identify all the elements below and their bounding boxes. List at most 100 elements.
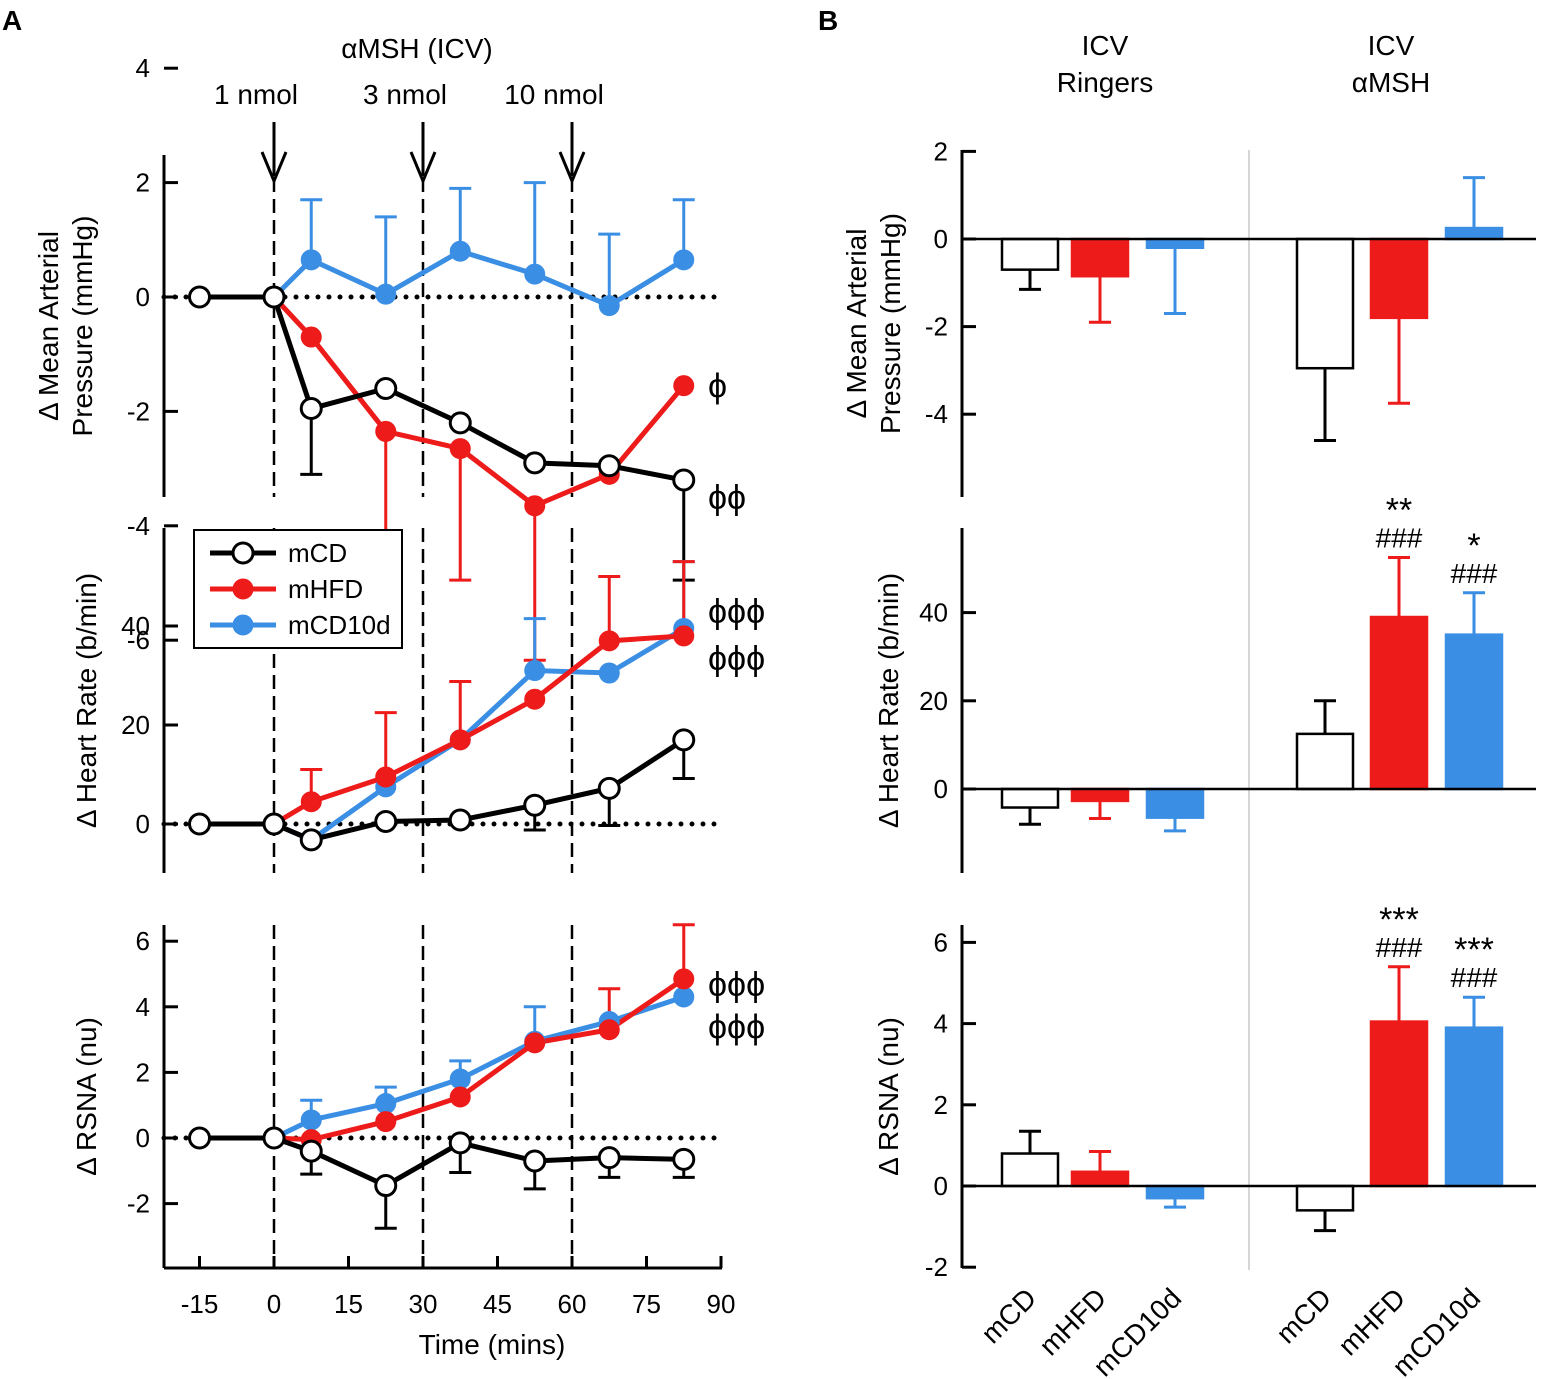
y-tick-label: 2 (934, 136, 948, 166)
y-tick-label: -4 (925, 399, 948, 429)
bar-mHFD (1369, 1020, 1429, 1188)
dose-label: 1 nmol (214, 79, 298, 110)
y-tick-label: -4 (127, 511, 150, 541)
y-axis-label-line: Δ Heart Rate (b/min) (71, 573, 102, 828)
x-tick-label: 15 (334, 1289, 363, 1319)
significance-marker: ϕϕϕ (708, 1008, 765, 1046)
data-point-mHFD (449, 438, 471, 460)
data-point-mCD (262, 812, 286, 836)
legend: mCD mHFD mCD10d (193, 529, 403, 649)
legend-marker (231, 541, 255, 565)
data-point-mCD (188, 1126, 211, 1150)
data-point-mCD (374, 377, 398, 401)
data-point-mCD10d (598, 295, 620, 317)
y-tick-label: 2 (934, 1090, 948, 1120)
y-axis-label: Δ Mean Arterial Pressure (mmHg) (841, 213, 906, 434)
subplot-a-map: 4 2 0 -2 -4 -6 Δ Mean Arterial Pressure (mmHg) ϕ… (33, 53, 746, 662)
legend-label: mCD10d (288, 610, 391, 640)
data-point-mCD (597, 776, 621, 800)
y-tick-label: -2 (925, 1252, 948, 1282)
data-point-mHFD (524, 688, 546, 710)
data-point-mHFD (524, 495, 546, 517)
data-point-mCD10d (673, 249, 695, 271)
y-tick-label: -2 (925, 312, 948, 342)
panel-a-title: αMSH (ICV) (341, 33, 493, 64)
data-point-mCD10d (375, 283, 397, 305)
bar-mCD (1000, 787, 1060, 809)
data-point-mCD10d (300, 249, 322, 271)
significance-star: * (1467, 527, 1480, 565)
significance-hash: ### (1376, 522, 1423, 553)
bar-mCD10d (1145, 237, 1205, 250)
y-tick-label: 0 (136, 809, 150, 839)
data-point-mHFD (598, 1019, 620, 1041)
y-tick-label: 20 (919, 686, 948, 716)
dose-label: 10 nmol (504, 79, 604, 110)
significance-marker: ϕϕϕ (708, 640, 765, 678)
x-axis-label: Time (mins) (419, 1329, 566, 1360)
y-tick-label: -2 (127, 1189, 150, 1219)
legend-label: mHFD (288, 574, 363, 604)
y-tick-label: 0 (934, 224, 948, 254)
data-point-mCD (262, 1126, 286, 1150)
series-line (199, 294, 685, 483)
y-tick-label: 6 (934, 927, 948, 957)
bar-mCD (1295, 732, 1355, 791)
bar-mCD10d (1444, 226, 1504, 241)
bar-mCD10d (1444, 633, 1504, 791)
panel-label-a: A (2, 5, 22, 36)
data-point-mCD (299, 828, 323, 852)
group-header: ICV (1082, 30, 1129, 61)
significance-star: *** (1454, 931, 1494, 969)
data-point-mCD10d (598, 662, 620, 684)
bar-mCD (1000, 1152, 1060, 1188)
significance-hash: ### (1451, 962, 1498, 993)
y-tick-label: 0 (934, 774, 948, 804)
data-point-mCD10d (524, 660, 546, 682)
data-point-mHFD (524, 1032, 546, 1054)
bar-mHFD (1070, 1170, 1130, 1188)
subplot-a-hr: 40 20 0 Δ Heart Rate (b/min) ϕϕϕ ϕϕϕ (71, 528, 765, 873)
panel-a-line-charts: αMSH (ICV)1 nmol 3 nmol 10 nmol420-2-4-6Δ … (33, 33, 765, 1360)
significance-marker: ϕϕϕ (708, 593, 765, 631)
y-tick-label: -6 (127, 625, 150, 655)
significance-star: *** (1379, 901, 1419, 939)
data-point-mCD (448, 1131, 472, 1155)
bar-mCD10d (1145, 1184, 1205, 1200)
data-point-mHFD (375, 1111, 397, 1133)
x-tick-label: 90 (707, 1289, 736, 1319)
x-tick-label: 30 (409, 1289, 438, 1319)
y-axis-label: Δ RSNA (nu) (873, 1017, 904, 1176)
y-axis-label-line: Δ RSNA (nu) (873, 1017, 904, 1176)
y-tick-label: 0 (934, 1171, 948, 1201)
y-tick-label: 2 (136, 1057, 150, 1087)
significance-marker: ϕ (708, 368, 727, 406)
category-label: mCD (1270, 1282, 1337, 1349)
bar-mHFD (1070, 787, 1130, 803)
data-point-mCD (523, 793, 547, 817)
data-point-mCD (448, 808, 472, 832)
data-point-mCD (672, 728, 696, 752)
data-point-mCD10d (449, 1068, 471, 1090)
data-point-mCD (672, 1147, 696, 1171)
y-tick-label: 20 (121, 710, 150, 740)
significance-marker: ϕϕϕ (708, 966, 765, 1004)
group-header: ICV (1368, 30, 1415, 61)
y-axis-label-line: Pressure (mmHg) (875, 213, 906, 434)
y-axis-label-line: Δ Heart Rate (b/min) (873, 573, 904, 828)
data-point-mCD10d (375, 1093, 397, 1115)
dose-label: 3 nmol (363, 79, 447, 110)
y-axis-label-line: Δ Mean Arterial (33, 231, 64, 421)
data-point-mHFD (673, 968, 695, 990)
data-point-mCD (523, 451, 547, 475)
data-point-mHFD (300, 791, 322, 813)
subplot-a-rsna: 6 4 2 0 -2 Δ RSNA (nu) ϕϕϕ ϕϕϕ -15 0 15 30 45 60 75 90 T… (71, 923, 765, 1360)
group-header: Ringers (1057, 67, 1153, 98)
y-tick-label: -2 (127, 396, 150, 426)
data-point-mCD10d (449, 240, 471, 262)
data-point-mCD (188, 812, 211, 836)
data-point-mCD (597, 1146, 621, 1170)
